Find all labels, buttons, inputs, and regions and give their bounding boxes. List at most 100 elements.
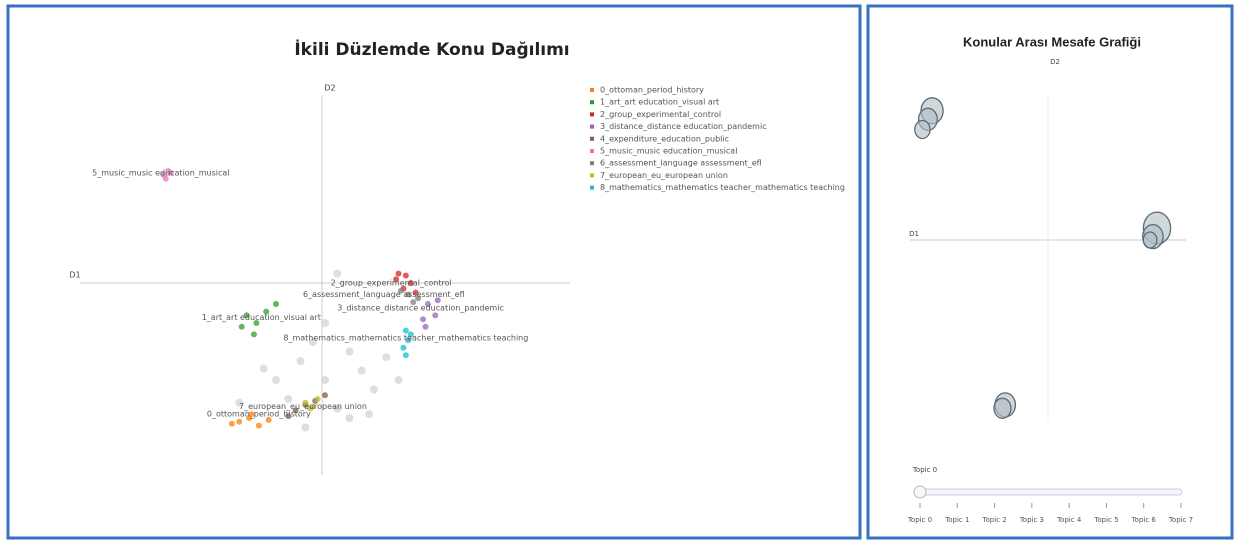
slider-handle[interactable] bbox=[913, 485, 927, 499]
point bbox=[333, 404, 342, 413]
point bbox=[420, 316, 426, 323]
point bbox=[412, 289, 419, 296]
legend-label: 7_european_eu_european union bbox=[600, 171, 728, 180]
point bbox=[284, 395, 293, 403]
legend-label: 8_mathematics_mathematics teacher_mathem… bbox=[600, 183, 845, 192]
point bbox=[248, 411, 255, 418]
point bbox=[393, 276, 400, 283]
slider-step[interactable]: Topic 1 bbox=[944, 516, 969, 524]
point bbox=[255, 422, 262, 429]
point bbox=[307, 405, 314, 412]
annotation: 5_music_music education_musical bbox=[92, 168, 229, 177]
point bbox=[162, 175, 169, 182]
point bbox=[285, 413, 292, 420]
point bbox=[402, 272, 409, 279]
legend-marker bbox=[590, 124, 594, 129]
legend-label: 1_art_art education_visual art bbox=[600, 98, 719, 107]
slider-step[interactable]: Topic 0 bbox=[907, 516, 932, 524]
point bbox=[405, 337, 412, 344]
legend-marker bbox=[590, 112, 594, 117]
legend-label: 6_assessment_language assessment_efl bbox=[600, 159, 762, 168]
legend-label: 0_ottoman_period_history bbox=[600, 86, 704, 95]
annotation: 0_ottoman_period_history bbox=[207, 410, 311, 419]
legend-label: 3_distance_distance education_pandemic bbox=[600, 122, 767, 131]
annotation: 3_distance_distance education_pandemic bbox=[337, 303, 504, 312]
point bbox=[259, 364, 268, 373]
legend-marker bbox=[590, 100, 594, 105]
bubble bbox=[1142, 231, 1158, 249]
point bbox=[422, 323, 429, 330]
legend-marker bbox=[590, 173, 594, 178]
point bbox=[321, 376, 329, 384]
point bbox=[345, 347, 354, 356]
point bbox=[397, 287, 404, 294]
legend-label: 2_group_experimental_control bbox=[600, 110, 721, 119]
legend-marker bbox=[590, 149, 594, 153]
point bbox=[322, 392, 328, 399]
chart-title: Konular Arası Mesafe Grafiği bbox=[963, 34, 1141, 49]
point bbox=[333, 269, 342, 278]
point bbox=[243, 312, 250, 319]
right-panel bbox=[866, 4, 1234, 540]
point bbox=[296, 357, 305, 365]
point bbox=[292, 407, 299, 414]
legend-marker bbox=[590, 185, 594, 190]
point bbox=[263, 308, 270, 315]
point bbox=[370, 385, 378, 394]
annotation: 6_assessment_language assessment_efl bbox=[303, 290, 465, 299]
point bbox=[321, 319, 329, 327]
point bbox=[228, 420, 235, 427]
point bbox=[253, 320, 260, 326]
y-axis-label: D2 bbox=[1050, 58, 1060, 66]
point bbox=[250, 331, 257, 338]
slider-step[interactable]: Topic 2 bbox=[981, 516, 1006, 524]
slider-step[interactable]: Topic 3 bbox=[1019, 516, 1044, 524]
point bbox=[402, 352, 409, 359]
point bbox=[272, 376, 280, 384]
slider-step[interactable]: Topic 4 bbox=[1056, 516, 1082, 524]
y-axis-label: D2 bbox=[324, 84, 335, 93]
point bbox=[235, 398, 244, 407]
point bbox=[265, 416, 272, 423]
point bbox=[273, 301, 279, 307]
slider-step[interactable]: Topic 7 bbox=[1168, 516, 1193, 524]
point bbox=[400, 344, 407, 351]
bubble bbox=[914, 119, 931, 140]
point bbox=[382, 353, 391, 362]
point bbox=[365, 410, 374, 419]
x-axis-label: D1 bbox=[69, 271, 80, 280]
point bbox=[302, 399, 309, 406]
point bbox=[345, 414, 354, 422]
annotation: 8_mathematics_mathematics teacher_mathem… bbox=[283, 334, 528, 343]
slider-step[interactable]: Topic 5 bbox=[1093, 516, 1118, 524]
point bbox=[407, 331, 414, 338]
point bbox=[314, 396, 321, 402]
legend-label: 5_music_music education_musical bbox=[600, 147, 737, 156]
point bbox=[167, 169, 174, 176]
point bbox=[434, 297, 441, 304]
slider-track bbox=[914, 488, 1183, 496]
point bbox=[238, 323, 245, 330]
point bbox=[432, 312, 439, 319]
point bbox=[402, 327, 409, 334]
point bbox=[394, 376, 403, 384]
point bbox=[415, 295, 422, 302]
legend-marker bbox=[590, 161, 594, 166]
slider-step[interactable]: Topic 6 bbox=[1131, 516, 1157, 524]
legend-marker bbox=[590, 136, 594, 141]
point bbox=[407, 280, 414, 287]
point bbox=[410, 299, 417, 306]
point bbox=[395, 270, 402, 277]
point bbox=[308, 338, 317, 346]
annotation: 1_art_art education_visual art bbox=[202, 313, 321, 322]
annotation: 7_european_eu_european union bbox=[239, 402, 367, 411]
point bbox=[424, 301, 431, 307]
left-panel bbox=[6, 4, 862, 540]
point bbox=[357, 366, 366, 375]
point bbox=[405, 291, 412, 298]
legend-marker bbox=[590, 88, 594, 92]
annotation: 2_group_experimental_control bbox=[331, 279, 452, 288]
legend-label: 4_expenditure_education_public bbox=[600, 134, 729, 143]
slider-label: Topic 0 bbox=[912, 466, 937, 474]
